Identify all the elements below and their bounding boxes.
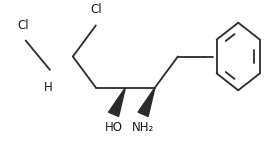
Text: NH₂: NH₂ — [132, 121, 154, 133]
Text: Cl: Cl — [17, 19, 29, 32]
Polygon shape — [138, 88, 155, 116]
Text: H: H — [43, 81, 52, 94]
Text: Cl: Cl — [90, 4, 102, 16]
Polygon shape — [109, 88, 125, 116]
Text: HO: HO — [104, 121, 122, 133]
